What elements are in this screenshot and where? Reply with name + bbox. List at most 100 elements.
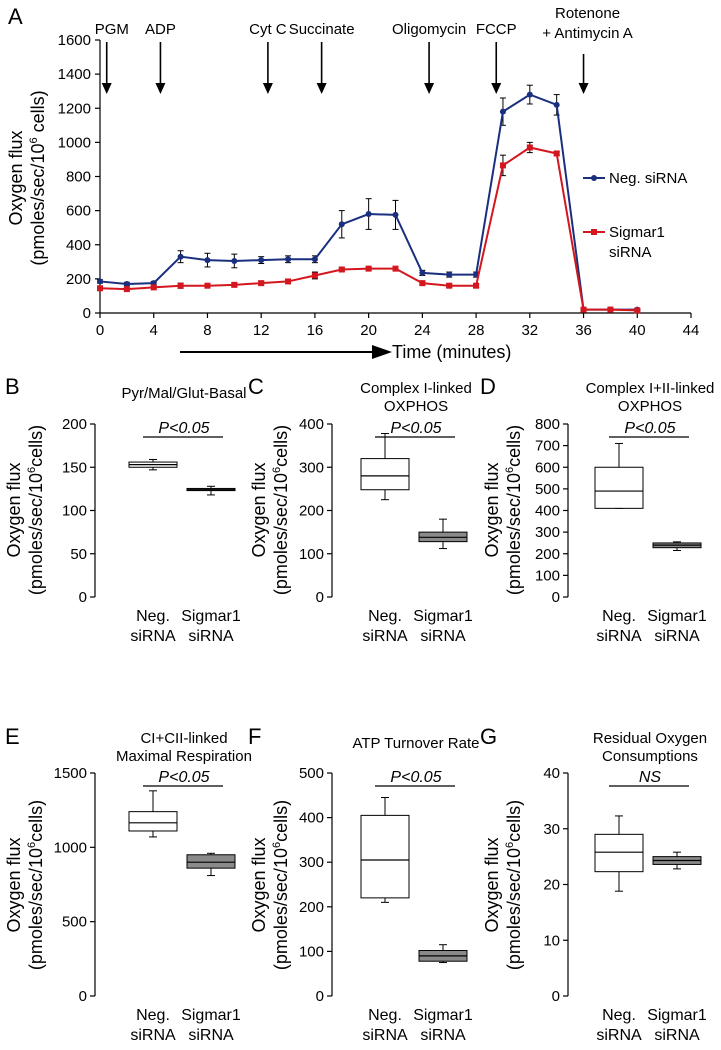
panel-d-y-label-line2-b: cells) <box>504 425 524 467</box>
panel-f-y-label-line2-b: cells) <box>271 800 291 842</box>
data-point <box>231 257 238 264</box>
category-label: Sigmar1 <box>647 608 707 625</box>
category-label-2: siRNA <box>188 1027 234 1044</box>
data-point <box>607 306 614 313</box>
panel-d-title: OXPHOS <box>618 398 682 415</box>
panel-b-y-label-line1: Oxygen flux <box>4 462 24 557</box>
panel-f-y-label-line1: Oxygen flux <box>249 837 269 932</box>
injection-arrowhead <box>424 83 435 94</box>
panel-a-y-tick-label: 1200 <box>58 100 91 117</box>
data-point <box>499 162 506 169</box>
data-point <box>553 101 560 108</box>
panel-e-y-label-line2-a: (pmoles/sec/10 <box>26 848 46 970</box>
injection-arrowhead <box>316 83 327 94</box>
panel-a-x-tick-label: 12 <box>253 322 270 339</box>
category-label-2: siRNA <box>654 628 700 645</box>
box-iqr <box>128 811 178 832</box>
data-point <box>392 211 399 218</box>
data-point <box>419 269 426 276</box>
panel-g-y-label-line2-sup: 6 <box>504 842 516 848</box>
data-point <box>446 271 453 278</box>
data-point <box>123 280 130 287</box>
series-sigmar1-sirna <box>97 141 641 314</box>
panel-d-y-tick-label: 300 <box>535 524 560 541</box>
box-neg-sirna <box>128 458 178 471</box>
panel-b-y-label-line2: (pmoles/sec/106cells) <box>26 425 46 595</box>
injection-label: Rotenone <box>555 5 620 22</box>
panel-c-y-tick-label: 200 <box>299 503 324 520</box>
panel-a-time-arrowhead <box>372 345 392 359</box>
category-label: Sigmar1 <box>647 1007 707 1024</box>
panel-g-y-label-line2-b: cells) <box>504 800 524 842</box>
significance-label: P<0.05 <box>390 769 441 786</box>
category-label: Neg. <box>602 608 636 625</box>
data-point <box>338 266 345 273</box>
panel-g-label: G <box>480 724 497 749</box>
data-point <box>526 91 533 98</box>
panel-d-y-tick-label: 800 <box>535 416 560 433</box>
panel-a-x-tick-label: 4 <box>150 322 158 339</box>
panel-f-y-label-line2-sup: 6 <box>271 842 283 848</box>
data-point <box>231 281 238 288</box>
box-sigmar1-sirna <box>186 485 236 496</box>
significance-label: NS <box>639 769 662 786</box>
box-sigmar1-sirna <box>186 852 236 877</box>
injection-arrowhead <box>101 83 112 94</box>
legend-marker-sigmar1-sirna <box>591 229 597 235</box>
panel-b-y-tick-label: 50 <box>70 546 87 563</box>
data-point <box>365 265 372 272</box>
category-label: Neg. <box>368 1007 402 1024</box>
panel-a-x-label: Time (minutes) <box>392 342 511 362</box>
data-point <box>338 221 345 228</box>
panel-d-y-label-line2-sup: 6 <box>504 467 516 473</box>
panel-f-y-tick-label: 200 <box>299 899 324 916</box>
panel-d-title: Complex I+II-linked <box>586 380 715 397</box>
significance-label: P<0.05 <box>390 420 441 437</box>
panel-a-y-tick-label: 0 <box>83 305 91 322</box>
category-label-2: siRNA <box>596 1027 642 1044</box>
box-iqr <box>594 466 644 509</box>
legend-label-sigmar1-sirna-2: siRNA <box>609 244 652 261</box>
panel-b-y-label-line2-b: cells) <box>26 425 46 467</box>
injection-arrowhead <box>578 83 589 94</box>
panel-g-y-label-line2: (pmoles/sec/106cells) <box>504 800 524 970</box>
panel-e-y-label-line2-b: cells) <box>26 800 46 842</box>
box-neg-sirna <box>128 790 178 838</box>
panel-g-title: Residual Oxygen <box>593 730 707 747</box>
data-point <box>285 256 292 263</box>
category-label-2: siRNA <box>420 1027 466 1044</box>
panel-g-y-tick-label: 0 <box>552 988 560 1005</box>
panel-g-y-tick-label: 20 <box>543 877 560 894</box>
data-point <box>526 144 533 151</box>
box-iqr <box>360 458 410 491</box>
panel-c-y-label: Oxygen flux (pmoles/sec/106cells) <box>249 425 291 595</box>
injection-label: ADP <box>145 21 176 38</box>
panel-a-y-label-line2-a: (pmoles/sec/10 <box>28 144 48 266</box>
data-point <box>177 253 184 260</box>
panel-c-y-label-line2-sup: 6 <box>271 467 283 473</box>
panel-a-x-tick-label: 8 <box>203 322 211 339</box>
panel-e-title: CI+CII-linked <box>140 730 227 747</box>
panel-b-title: Pyr/Mal/Glut-Basal <box>121 385 246 402</box>
category-label-2: siRNA <box>596 628 642 645</box>
panel-g-y-tick-label: 10 <box>543 932 560 949</box>
panel-e-y-tick-label: 500 <box>62 914 87 931</box>
box-sigmar1-sirna <box>418 944 468 964</box>
panel-d-y-label-line2: (pmoles/sec/106cells) <box>504 425 524 595</box>
panel-a-x-tick-label: 16 <box>307 322 324 339</box>
significance-label: P<0.05 <box>158 420 209 437</box>
panel-f-y-label: Oxygen flux (pmoles/sec/106cells) <box>249 800 291 970</box>
panel-c-y-tick-label: 0 <box>316 589 324 606</box>
data-point <box>553 150 560 157</box>
panel-b-y-tick-label: 200 <box>62 416 87 433</box>
panel-a-y-tick-label: 400 <box>66 237 91 254</box>
box-neg-sirna <box>594 442 644 509</box>
panel-c-y-label-line2: (pmoles/sec/106cells) <box>271 425 291 595</box>
panel-d-y-tick-label: 700 <box>535 438 560 455</box>
data-point <box>285 278 292 285</box>
legend-label-sigmar1-sirna: Sigmar1 <box>609 224 665 241</box>
category-label: Neg. <box>136 608 170 625</box>
data-point <box>97 278 103 285</box>
